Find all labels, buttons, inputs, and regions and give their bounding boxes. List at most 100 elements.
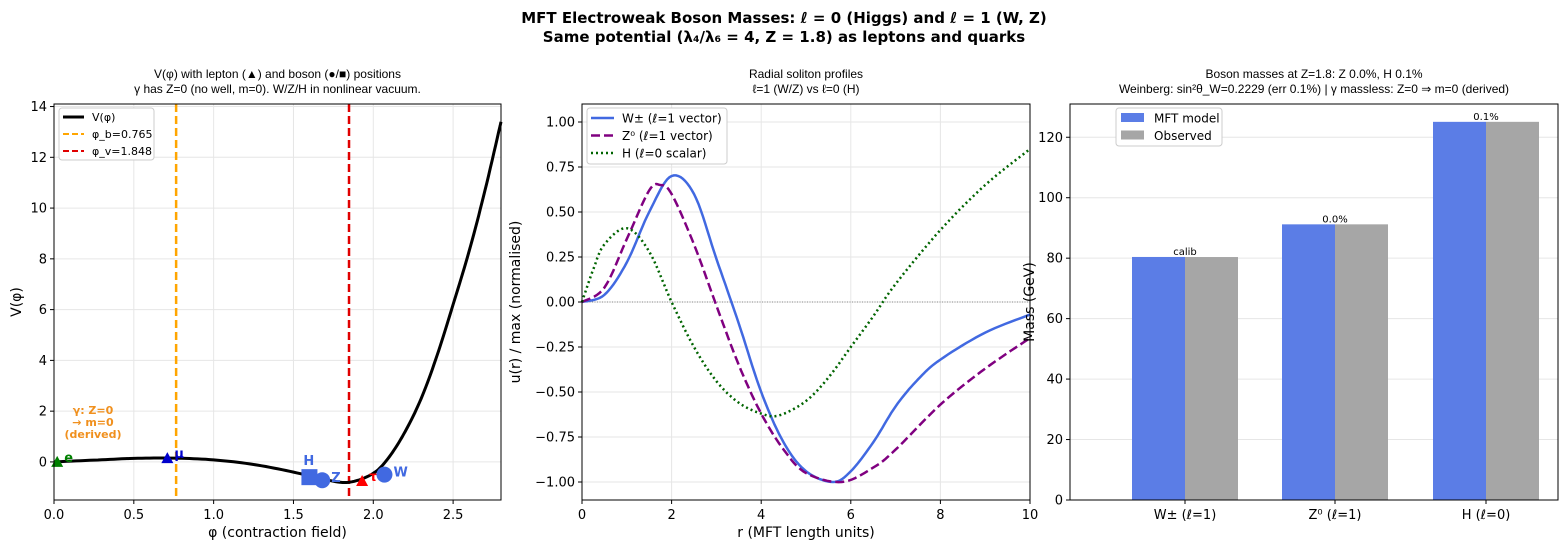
- y-tick-label: 0: [39, 455, 47, 470]
- marker-μ: [161, 452, 174, 464]
- y-tick-label: 8: [39, 252, 47, 267]
- x-tick-label: H (ℓ=0): [1462, 508, 1511, 523]
- y-tick-label: 60: [1046, 312, 1063, 327]
- legend-label: MFT model: [1154, 112, 1220, 126]
- y-tick-label: −0.75: [535, 431, 575, 446]
- bar-observed: [1486, 121, 1539, 500]
- bar-data-label: 0.1%: [1473, 112, 1498, 123]
- marker-Z: [314, 472, 331, 489]
- y-tick-label: 80: [1046, 252, 1063, 267]
- suptitle-line2: Same potential (λ₄/λ₆ = 4, Z = 1.8) as l…: [543, 28, 1025, 46]
- y-tick-label: 10: [30, 202, 47, 217]
- x-tick-label: 2.0: [363, 508, 384, 523]
- marker-label: H: [303, 454, 314, 469]
- y-axis-label: V(φ): [9, 287, 25, 317]
- x-tick-label: Z⁰ (ℓ=1): [1309, 508, 1362, 523]
- legend-label: Observed: [1154, 129, 1212, 143]
- x-tick-label: 2: [667, 508, 675, 523]
- y-tick-label: 6: [39, 303, 47, 318]
- y-tick-label: 0: [1055, 494, 1063, 509]
- marker-τ: [356, 474, 369, 486]
- marker-label: W: [393, 466, 407, 481]
- gamma-annotation: → m=0: [72, 416, 114, 429]
- series-line-0: [581, 174, 1031, 484]
- y-tick-label: 1.00: [546, 116, 575, 131]
- x-axis-label: φ (contraction field): [208, 525, 347, 541]
- x-tick-label: 0.5: [123, 508, 144, 523]
- legend-swatch: [1121, 130, 1144, 140]
- legend: W± (ℓ=1 vector) Z⁰ (ℓ=1 vector) H (ℓ=0 sca…: [586, 107, 728, 165]
- y-tick-label: 120: [1038, 131, 1063, 146]
- bar-observed: [1185, 257, 1238, 500]
- x-axis-label: r (MFT length units): [737, 525, 875, 541]
- legend-swatch: [1121, 113, 1144, 122]
- legend-label: V(φ): [92, 111, 115, 124]
- panel-title-line2: Weinberg: sin²θ_W=0.2229 (err 0.1%) | γ …: [1119, 82, 1509, 96]
- y-tick-label: 0.50: [546, 206, 575, 221]
- y-tick-label: 12: [30, 151, 47, 166]
- marker-label: τ: [369, 470, 377, 485]
- legend: MFT model Observed: [1115, 107, 1223, 147]
- x-tick-label: 6: [847, 508, 855, 523]
- y-tick-label: 14: [30, 100, 47, 115]
- gamma-annotation: γ: Z=0: [73, 404, 114, 417]
- suptitle-line1: MFT Electroweak Boson Masses: ℓ = 0 (Hig…: [521, 9, 1047, 27]
- x-tick-label: W± (ℓ=1): [1154, 508, 1217, 523]
- gamma-annotation: (derived): [64, 428, 121, 441]
- marker-label: e: [64, 451, 73, 466]
- legend-box: [586, 107, 728, 165]
- panel-title-line2: γ has Z=0 (no well, m=0). W/Z/H in nonli…: [134, 82, 421, 96]
- axes-frame: [53, 103, 502, 501]
- legend-label: W± (ℓ=1 vector): [622, 112, 722, 126]
- bar-data-label: calib: [1173, 247, 1197, 258]
- marker-H: [301, 469, 318, 486]
- bar-mft: [1433, 121, 1486, 500]
- y-tick-label: 100: [1038, 191, 1063, 206]
- legend-label: Z⁰ (ℓ=1 vector): [622, 129, 713, 143]
- panel-1: V(φ) with lepton (▲) and boson (●/■) pos…: [9, 67, 503, 541]
- y-tick-label: 40: [1046, 373, 1063, 388]
- axes-frame: [1069, 103, 1559, 501]
- bar-observed: [1335, 224, 1388, 500]
- marker-label: Z: [331, 471, 340, 486]
- y-tick-label: 20: [1046, 433, 1063, 448]
- y-tick-label: 4: [39, 354, 47, 369]
- panel-title-line2: ℓ=1 (W/Z) vs ℓ=0 (H): [752, 82, 859, 96]
- x-tick-label: 1.0: [203, 508, 224, 523]
- axes-frame: [581, 103, 1031, 501]
- bar-mft: [1282, 224, 1335, 500]
- legend-label: H (ℓ=0 scalar): [622, 147, 707, 161]
- y-tick-label: 0.00: [546, 296, 575, 311]
- x-tick-label: 4: [757, 508, 765, 523]
- y-tick-label: −1.00: [535, 476, 575, 491]
- y-tick-label: −0.50: [535, 386, 575, 401]
- panel-title-line1: V(φ) with lepton (▲) and boson (●/■) pos…: [154, 67, 401, 81]
- series-line-2: [580, 148, 1031, 418]
- bar-mft: [1132, 256, 1185, 500]
- series-line-1: [581, 182, 1031, 484]
- legend-label: φ_v=1.848: [92, 145, 152, 158]
- x-tick-label: 2.5: [443, 508, 464, 523]
- x-tick-label: 0.0: [44, 508, 65, 523]
- y-tick-label: 2: [39, 405, 47, 420]
- panel-title-line1: Boson masses at Z=1.8: Z 0.0%, H 0.1%: [1205, 67, 1422, 81]
- y-tick-label: 0.75: [546, 161, 575, 176]
- marker-W: [376, 466, 393, 483]
- bar-data-label: 0.0%: [1322, 214, 1347, 225]
- y-axis-label: Mass (GeV): [1022, 262, 1038, 342]
- y-tick-label: 0.25: [546, 251, 575, 266]
- legend-label: φ_b=0.765: [92, 128, 152, 141]
- panel-3: Boson masses at Z=1.8: Z 0.0%, H 0.1%Wei…: [1022, 67, 1559, 523]
- legend-box: [58, 107, 155, 161]
- y-tick-label: −0.25: [535, 341, 575, 356]
- x-tick-label: 10: [1022, 508, 1039, 523]
- x-tick-label: 0: [578, 508, 586, 523]
- x-tick-label: 8: [936, 508, 944, 523]
- y-axis-label: u(r) / max (normalised): [508, 221, 524, 384]
- legend: V(φ) φ_b=0.765 φ_v=1.848: [58, 107, 155, 161]
- x-tick-label: 1.5: [283, 508, 304, 523]
- marker-label: μ: [174, 447, 184, 462]
- panel-title-line1: Radial soliton profiles: [749, 67, 863, 81]
